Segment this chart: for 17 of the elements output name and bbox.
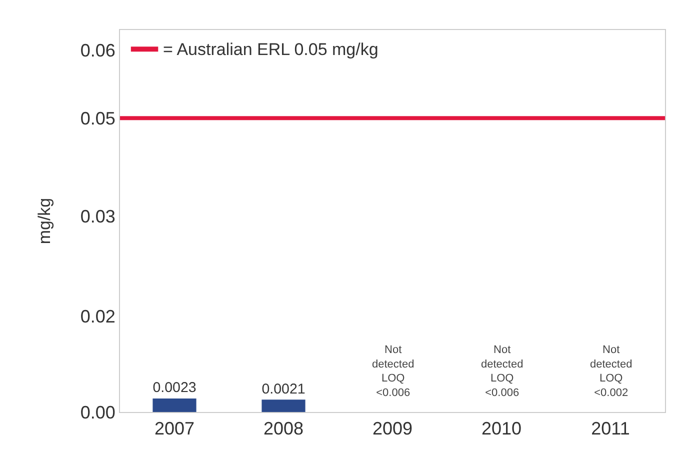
y-tick-label: 0.05	[80, 108, 116, 128]
y-tick-label: 0.02	[80, 306, 116, 327]
x-tick-label: 2008	[263, 418, 304, 439]
annotation: Not detected LOQ <0.006	[481, 344, 524, 399]
x-tick-label: 2009	[372, 418, 413, 439]
x-tick-label: 2010	[481, 418, 522, 439]
annotation: Not detected LOQ <0.006	[372, 344, 414, 399]
x-tick-label: 2007	[154, 418, 195, 439]
annotation: Not detected LOQ <0.002	[590, 344, 632, 399]
y-axis-title: mg/kg	[34, 198, 54, 244]
data-label: 0.0023	[152, 380, 196, 396]
data-label: 0.0021	[262, 381, 306, 398]
y-tick-label: 0.00	[80, 402, 116, 422]
y-tick-label: 0.06	[80, 40, 116, 60]
legend-label: = Australian ERL 0.05 mg/kg	[163, 40, 378, 59]
x-tick-label: 2011	[591, 418, 630, 439]
y-tick-label: 0.03	[80, 206, 116, 227]
